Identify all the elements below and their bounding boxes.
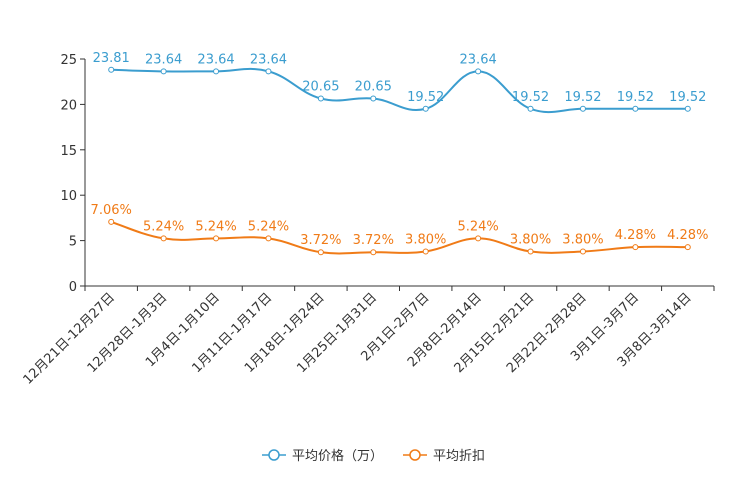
axes: 051015202512月21日-12月27日12月28日-1月3日1月4日-1… <box>21 53 715 388</box>
data-label: 19.52 <box>512 90 549 105</box>
legend-item-0[interactable]: 平均价格（万） <box>262 448 383 464</box>
data-label: 3.80% <box>562 232 603 247</box>
data-label: 3.80% <box>405 232 446 247</box>
data-point[interactable] <box>317 249 324 256</box>
data-label: 20.65 <box>355 79 392 94</box>
data-point[interactable] <box>265 68 272 75</box>
data-point[interactable] <box>684 244 691 251</box>
data-label: 23.64 <box>197 52 234 67</box>
data-label: 23.64 <box>145 52 182 67</box>
data-point[interactable] <box>632 105 639 112</box>
data-point[interactable] <box>370 249 377 256</box>
y-tick-label: 0 <box>69 280 77 295</box>
data-point[interactable] <box>422 248 429 255</box>
data-label: 23.64 <box>250 52 287 67</box>
data-point[interactable] <box>265 235 272 242</box>
data-point[interactable] <box>475 235 482 242</box>
data-label: 19.52 <box>617 90 654 105</box>
data-label: 3.72% <box>300 233 341 248</box>
data-labels: 23.81 23.64 23.64 23.64 20.65 20.65 19.52 23.64… <box>91 51 709 248</box>
data-label: 23.81 <box>93 51 130 66</box>
series-layer <box>108 66 691 256</box>
data-point[interactable] <box>527 248 534 255</box>
data-label: 4.28% <box>615 228 656 243</box>
y-tick-label: 20 <box>60 98 77 113</box>
legend-marker-icon <box>409 449 421 461</box>
data-label: 4.28% <box>667 228 708 243</box>
data-label: 20.65 <box>302 79 339 94</box>
data-point[interactable] <box>108 218 115 225</box>
y-tick-label: 10 <box>60 189 77 204</box>
data-point[interactable] <box>213 235 220 242</box>
data-label: 3.72% <box>353 233 394 248</box>
data-label: 5.24% <box>248 219 289 234</box>
legend-label: 平均折扣 <box>433 449 485 464</box>
data-point[interactable] <box>317 95 324 102</box>
data-point[interactable] <box>160 68 167 75</box>
data-point[interactable] <box>422 105 429 112</box>
y-tick-label: 15 <box>60 144 77 159</box>
data-point[interactable] <box>213 68 220 75</box>
y-tick-label: 25 <box>60 53 77 68</box>
data-point[interactable] <box>108 66 115 73</box>
series-line-1 <box>110 220 688 255</box>
legend-label: 平均价格（万） <box>292 448 383 464</box>
data-label: 19.52 <box>564 90 601 105</box>
data-point[interactable] <box>160 235 167 242</box>
legend-marker-icon <box>268 449 280 461</box>
legend-item-1[interactable]: 平均折扣 <box>403 449 485 464</box>
data-point[interactable] <box>370 95 377 102</box>
data-label: 3.80% <box>510 232 551 247</box>
y-tick-label: 5 <box>69 235 77 250</box>
data-label: 19.52 <box>407 90 444 105</box>
data-point[interactable] <box>579 105 586 112</box>
data-point[interactable] <box>579 248 586 255</box>
data-point[interactable] <box>632 244 639 251</box>
data-label: 5.24% <box>195 219 236 234</box>
data-point[interactable] <box>684 105 691 112</box>
legend[interactable]: 平均价格（万） 平均折扣 <box>262 448 485 464</box>
data-label: 5.24% <box>457 219 498 234</box>
data-label: 7.06% <box>91 203 132 218</box>
data-point[interactable] <box>475 68 482 75</box>
x-tick-label: 12月21日-12月27日 <box>21 290 118 387</box>
data-label: 23.64 <box>460 52 497 67</box>
data-label: 5.24% <box>143 219 184 234</box>
data-point[interactable] <box>527 105 534 112</box>
data-label: 19.52 <box>669 90 706 105</box>
